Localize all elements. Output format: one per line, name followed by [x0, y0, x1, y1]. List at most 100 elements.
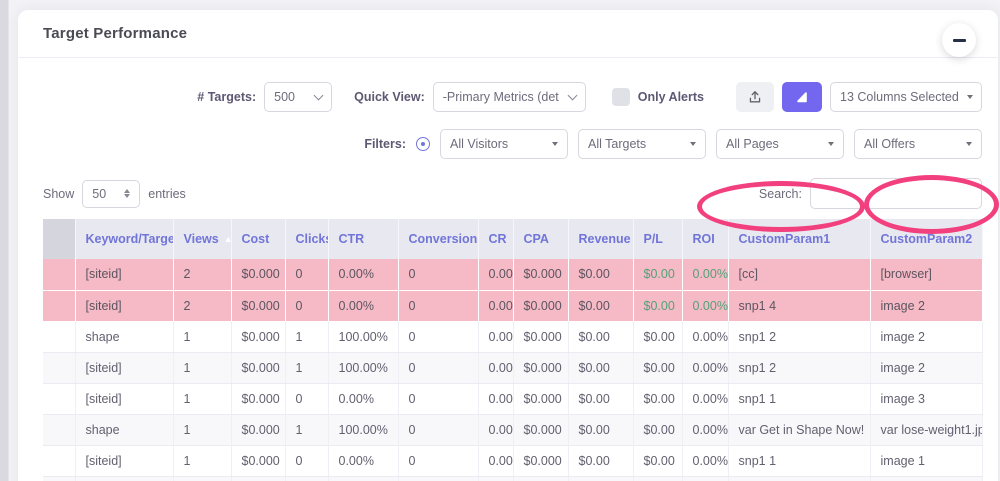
table-cell: $0.000 [231, 476, 286, 481]
page-length-select[interactable]: 50 [82, 179, 141, 208]
table-cell: $0.00 [633, 321, 683, 353]
table-cell: 0.00% [682, 445, 729, 477]
export-button[interactable] [736, 82, 774, 112]
table-cell: 0 [398, 476, 479, 481]
table-cell: 1 [285, 414, 329, 446]
row-checkbox-cell [43, 445, 76, 477]
targets-select-value: 500 [274, 90, 295, 104]
table-cell: snp1 2 [728, 321, 871, 353]
table-cell: image 2 [870, 290, 983, 322]
col-header-ctr[interactable]: CTR [328, 219, 399, 259]
table-cell: 0.00% [478, 321, 514, 353]
table-cell: 0 [285, 383, 329, 415]
only-alerts-checkbox[interactable] [611, 88, 630, 106]
signal-ramp-icon [797, 92, 807, 103]
filter-targets-value: All Targets [588, 137, 647, 151]
col-header-customparam1[interactable]: CustomParam1 [728, 219, 871, 259]
table-cell: [siteid] [75, 290, 174, 322]
columns-select[interactable]: 13 Columns Selected [830, 82, 982, 112]
col-header-roi[interactable]: ROI [682, 219, 729, 259]
filter-targets-select[interactable]: All Targets [578, 129, 706, 159]
table-row: [siteid]2$0.00000.00%00.00%$0.000$0.00$0… [43, 290, 983, 322]
table-cell: 0 [285, 290, 329, 322]
table-cell: 0.00% [328, 383, 399, 415]
col-header-keyword[interactable]: Keyword/Target [75, 219, 174, 259]
table-cell: 1 [285, 476, 329, 481]
collapse-card-button[interactable] [942, 23, 976, 57]
col-header-cr[interactable]: CR [478, 219, 514, 259]
table-cell: var Get in Shape Now! [728, 414, 871, 446]
table-cell: $0.000 [513, 321, 569, 353]
table-cell: $0.00 [633, 290, 683, 322]
table-cell: $0.000 [231, 352, 286, 384]
table-cell: var lose-weight1.jpg [870, 414, 983, 446]
filter-pages-select[interactable]: All Pages [716, 129, 844, 159]
filter-offers-select[interactable]: All Offers [854, 129, 982, 159]
table-cell: 100.00% [328, 476, 399, 481]
col-header-views[interactable]: Views▲ [173, 219, 232, 259]
table-cell: 0 [398, 352, 479, 384]
reset-filters-icon[interactable] [416, 137, 430, 151]
updown-icon [124, 189, 131, 198]
filter-pages-value: All Pages [726, 137, 779, 151]
table-cell: 0.00% [328, 290, 399, 322]
table-cell: 0.00% [682, 259, 729, 291]
table-cell: snp1 1 [728, 445, 871, 477]
table-cell: snp1 2 [728, 352, 871, 384]
col-header-pl[interactable]: P/L [633, 219, 683, 259]
table-cell: 0 [398, 321, 479, 353]
sort-asc-icon: ▲ [224, 234, 230, 244]
table-cell: $0.00 [568, 259, 634, 291]
search-input[interactable] [810, 178, 982, 209]
table-cell: $0.00 [568, 321, 634, 353]
quick-view-select[interactable]: -Primary Metrics (det [432, 82, 586, 112]
table-cell: $0.00 [633, 445, 683, 477]
card-header: Target Performance [18, 10, 998, 58]
caret-down-icon [966, 95, 973, 99]
targets-select[interactable]: 500 [264, 82, 333, 112]
target-performance-table: Keyword/Target Views▲ Cost Clicks CTR Co… [43, 219, 983, 481]
table-cell: 0.00% [478, 445, 514, 477]
table-cell: image 3 [870, 476, 983, 481]
table-cell: 1 [285, 352, 329, 384]
table-cell: 100.00% [328, 414, 399, 446]
table-cell: $0.00 [633, 259, 683, 291]
col-header-conversions[interactable]: Conversions [398, 219, 479, 259]
table-cell: [fit] [75, 476, 174, 481]
table-cell: 0.00% [478, 259, 514, 291]
table-cell: $0.000 [231, 383, 286, 415]
table-cell: image 1 [870, 445, 983, 477]
table-cell: $0.00 [633, 476, 683, 481]
col-header-clicks[interactable]: Clicks [285, 219, 329, 259]
filter-visitors-value: All Visitors [450, 137, 509, 151]
col-header-revenue[interactable]: Revenue [568, 219, 634, 259]
table-cell: 0.00% [328, 259, 399, 291]
table-cell: [cc] [728, 259, 871, 291]
table-cell: 0.00% [478, 290, 514, 322]
filter-visitors-select[interactable]: All Visitors [440, 129, 568, 159]
chevron-down-icon [313, 90, 324, 101]
table-controls-row: Show 50 entries Search: [43, 178, 982, 209]
col-header-cpa[interactable]: CPA [513, 219, 569, 259]
upload-icon [749, 91, 761, 103]
table-header-row: Keyword/Target Views▲ Cost Clicks CTR Co… [43, 219, 983, 259]
row-checkbox-cell [43, 290, 76, 322]
quick-view-select-value: -Primary Metrics (det [442, 90, 559, 104]
table-cell: $0.000 [231, 321, 286, 353]
table-cell: 0 [285, 259, 329, 291]
table-cell: $0.000 [513, 414, 569, 446]
table-cell: $0.00 [633, 383, 683, 415]
table-cell: 0.00% [478, 476, 514, 481]
table-cell: 0 [398, 445, 479, 477]
table-cell: 0 [398, 414, 479, 446]
chart-view-button[interactable] [782, 82, 822, 112]
table-cell: snp1 4 [728, 290, 871, 322]
caret-down-icon [966, 142, 972, 146]
table-cell: 0.00% [682, 352, 729, 384]
table-cell: $0.00 [633, 352, 683, 384]
col-header-cost[interactable]: Cost [231, 219, 286, 259]
table-cell: 0.00% [682, 321, 729, 353]
table-cell: snp1 3 [728, 476, 871, 481]
table-cell: 0.00% [478, 383, 514, 415]
col-header-customparam2[interactable]: CustomParam2 [870, 219, 983, 259]
